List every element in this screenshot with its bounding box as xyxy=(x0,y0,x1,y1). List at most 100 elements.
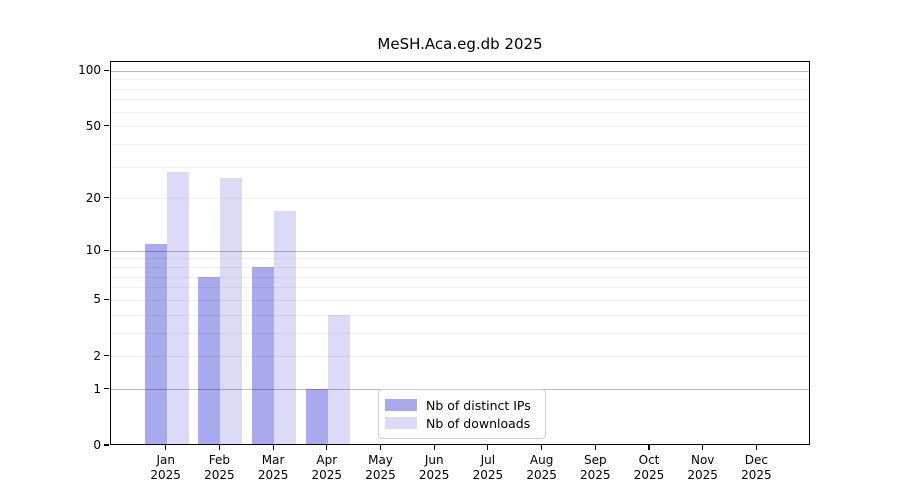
y-tick-mark xyxy=(104,197,109,199)
x-tick-label-jul: Jul 2025 xyxy=(458,453,518,483)
bar-distinct-ips-mar xyxy=(252,267,275,444)
x-tick-mark xyxy=(594,445,596,450)
x-tick-month: Sep xyxy=(583,453,607,467)
y-tick-mark xyxy=(104,249,109,251)
x-tick-label-aug: Aug 2025 xyxy=(512,453,572,483)
y-tick-mark xyxy=(104,355,109,357)
x-tick-mark xyxy=(218,445,220,450)
y-tick-mark xyxy=(104,69,109,71)
x-tick-month: May xyxy=(368,453,393,467)
major-gridline xyxy=(111,70,809,72)
x-tick-label-feb: Feb 2025 xyxy=(189,453,249,483)
x-tick-month: Nov xyxy=(690,453,715,467)
minor-gridline xyxy=(111,126,809,128)
legend-swatch-downloads xyxy=(385,417,417,429)
minor-gridline xyxy=(111,99,809,101)
minor-gridline xyxy=(111,166,809,168)
minor-gridline xyxy=(111,287,809,289)
bar-downloads-jan xyxy=(166,171,189,444)
minor-gridline xyxy=(111,258,809,260)
x-tick-month: Dec xyxy=(744,453,768,467)
plot-area xyxy=(110,61,810,445)
legend-entry-distinct-ips: Nb of distinct IPs xyxy=(385,396,536,414)
x-tick-month: Jun xyxy=(424,453,444,467)
x-tick-label-dec: Dec 2025 xyxy=(726,453,786,483)
x-tick-label-jun: Jun 2025 xyxy=(404,453,464,483)
y-tick-mark xyxy=(104,298,109,301)
x-tick-month: Jan xyxy=(156,453,175,467)
minor-gridline xyxy=(111,111,809,113)
major-gridline xyxy=(111,250,809,252)
minor-gridline xyxy=(111,299,809,301)
x-tick-label-apr: Apr 2025 xyxy=(297,453,357,483)
x-tick-label-jan: Jan 2025 xyxy=(136,453,196,483)
x-tick-mark xyxy=(487,445,489,450)
y-tick-label: 1 xyxy=(93,381,101,396)
legend-swatch-distinct-ips xyxy=(385,399,417,411)
minor-gridline xyxy=(111,143,809,145)
minor-gridline xyxy=(111,267,809,269)
x-tick-month: Jul xyxy=(480,453,496,467)
minor-gridline xyxy=(111,88,809,90)
x-tick-mark xyxy=(379,445,382,450)
x-tick-mark xyxy=(165,445,167,450)
x-tick-mark xyxy=(326,445,328,450)
y-tick-label: 50 xyxy=(85,118,101,133)
y-tick-label: 0 xyxy=(93,438,101,452)
x-tick-mark xyxy=(755,445,757,450)
minor-gridline xyxy=(111,79,809,81)
x-tick-year: 2025 xyxy=(150,468,181,482)
x-tick-year: 2025 xyxy=(418,468,450,482)
bar-distinct-ips-apr xyxy=(305,389,328,444)
y-tick-label: 2 xyxy=(93,348,101,363)
legend: Nb of distinct IPs Nb of downloads xyxy=(378,389,546,439)
y-tick-mark xyxy=(104,444,109,446)
x-tick-label-sep: Sep 2025 xyxy=(565,453,625,483)
x-tick-mark xyxy=(272,445,274,450)
x-tick-label-mar: Mar 2025 xyxy=(243,453,303,483)
x-tick-year: 2025 xyxy=(741,468,772,482)
legend-entry-downloads: Nb of downloads xyxy=(385,414,536,432)
chart-title: MeSH.Aca.eg.db 2025 xyxy=(377,35,543,53)
x-tick-year: 2025 xyxy=(633,468,665,482)
x-tick-year: 2025 xyxy=(580,468,611,482)
x-tick-label-nov: Nov 2025 xyxy=(673,453,733,483)
x-tick-year: 2025 xyxy=(365,468,396,482)
y-tick-label: 20 xyxy=(85,190,101,205)
x-tick-label-oct: Oct 2025 xyxy=(619,453,679,483)
x-tick-year: 2025 xyxy=(687,468,718,482)
bar-distinct-ips-feb xyxy=(198,276,221,444)
legend-label-distinct-ips: Nb of distinct IPs xyxy=(426,397,531,413)
bar-downloads-feb xyxy=(220,177,243,444)
minor-gridline xyxy=(111,198,809,200)
x-tick-month: Oct xyxy=(638,453,660,467)
x-tick-label-may: May 2025 xyxy=(351,453,411,483)
x-tick-year: 2025 xyxy=(472,468,504,482)
y-tick-mark xyxy=(104,388,109,390)
bar-downloads-mar xyxy=(274,210,297,444)
y-tick-label: 5 xyxy=(93,292,101,307)
x-tick-year: 2025 xyxy=(204,468,235,482)
legend-label-downloads: Nb of downloads xyxy=(426,415,531,431)
minor-gridline xyxy=(111,314,809,316)
x-tick-month: Mar xyxy=(261,453,285,467)
minor-gridline xyxy=(111,332,809,334)
x-tick-month: Apr xyxy=(316,453,338,467)
x-tick-month: Feb xyxy=(208,453,231,467)
y-tick-label: 100 xyxy=(78,63,101,78)
minor-gridline xyxy=(111,356,809,358)
x-tick-month: Aug xyxy=(529,453,554,467)
bar-distinct-ips-jan xyxy=(144,243,167,444)
x-tick-year: 2025 xyxy=(257,468,289,482)
x-tick-year: 2025 xyxy=(526,468,557,482)
y-tick-label: 10 xyxy=(85,243,101,258)
bar-downloads-apr xyxy=(327,314,350,444)
x-tick-mark xyxy=(541,445,543,450)
y-tick-mark xyxy=(104,125,109,127)
x-tick-mark xyxy=(433,445,435,450)
x-tick-mark xyxy=(702,445,704,450)
minor-gridline xyxy=(111,276,809,278)
x-tick-mark xyxy=(648,445,650,450)
x-tick-year: 2025 xyxy=(311,468,343,482)
